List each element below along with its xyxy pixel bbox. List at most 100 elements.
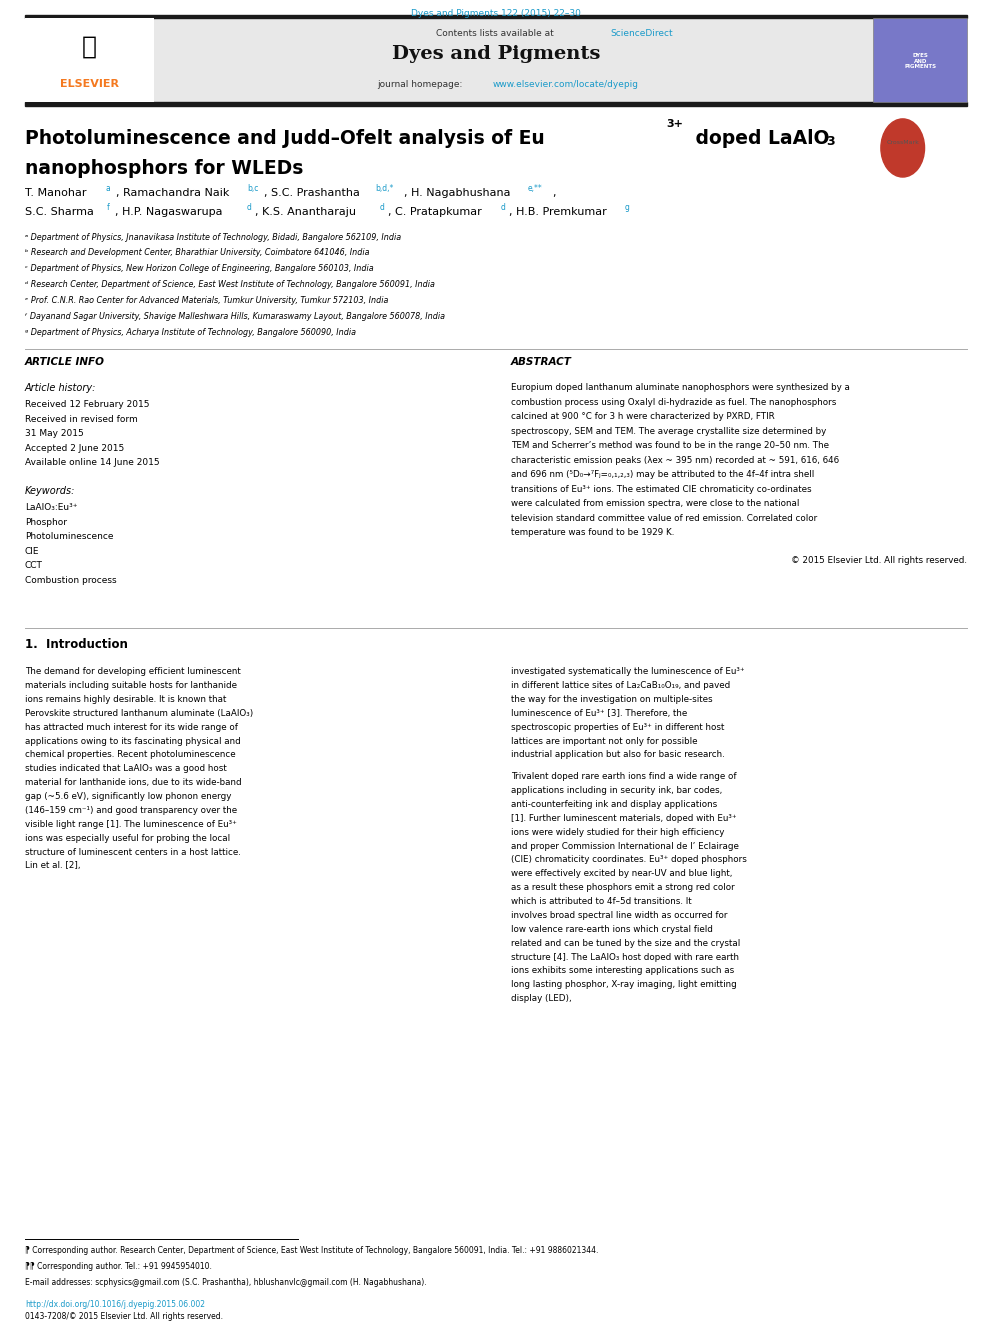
Text: , H.B. Premkumar: , H.B. Premkumar	[509, 208, 607, 217]
Text: were calculated from emission spectra, were close to the national: were calculated from emission spectra, w…	[511, 499, 800, 508]
Text: long lasting phosphor, X-ray imaging, light emitting: long lasting phosphor, X-ray imaging, li…	[511, 980, 737, 990]
Text: spectroscopy, SEM and TEM. The average crystallite size determined by: spectroscopy, SEM and TEM. The average c…	[511, 427, 826, 435]
Text: ions exhibits some interesting applications such as: ions exhibits some interesting applicati…	[511, 966, 734, 975]
Text: as a result these phosphors emit a strong red color: as a result these phosphors emit a stron…	[511, 884, 735, 892]
Text: Trivalent doped rare earth ions find a wide range of: Trivalent doped rare earth ions find a w…	[511, 773, 736, 781]
Text: f: f	[107, 204, 110, 213]
Text: visible light range [1]. The luminescence of Eu³⁺: visible light range [1]. The luminescenc…	[25, 820, 237, 828]
Text: E-mail addresses: scphysics@gmail.com (S.C. Prashantha), hblushanvlc@gmail.com (: E-mail addresses: scphysics@gmail.com (S…	[25, 1278, 427, 1286]
Text: Accepted 2 June 2015: Accepted 2 June 2015	[25, 445, 124, 452]
Text: Contents lists available at: Contents lists available at	[435, 29, 557, 38]
Text: Combustion process: Combustion process	[25, 576, 116, 585]
Text: , S.C. Prashantha: , S.C. Prashantha	[264, 188, 363, 197]
Text: b,d,*: b,d,*	[375, 184, 394, 193]
Text: characteristic emission peaks (λex ~ 395 nm) recorded at ~ 591, 616, 646: characteristic emission peaks (λex ~ 395…	[511, 456, 839, 464]
Text: CIE: CIE	[25, 546, 40, 556]
Text: , H.P. Nagaswarupa: , H.P. Nagaswarupa	[115, 208, 226, 217]
FancyBboxPatch shape	[25, 19, 154, 102]
Text: and proper Commission International de l’ Eclairage: and proper Commission International de l…	[511, 841, 739, 851]
Text: Dyes and Pigments: Dyes and Pigments	[392, 45, 600, 64]
Text: ABSTRACT: ABSTRACT	[511, 357, 571, 366]
Text: ScienceDirect: ScienceDirect	[610, 29, 673, 38]
Text: ions remains highly desirable. It is known that: ions remains highly desirable. It is kno…	[25, 695, 226, 704]
Text: , C. Pratapkumar: , C. Pratapkumar	[388, 208, 485, 217]
Text: applications owing to its fascinating physical and: applications owing to its fascinating ph…	[25, 737, 240, 746]
Text: journal homepage:: journal homepage:	[377, 79, 465, 89]
Bar	[25, 102, 967, 106]
Text: Keywords:: Keywords:	[25, 486, 75, 496]
Text: 3: 3	[826, 135, 835, 148]
Text: calcined at 900 °C for 3 h were characterized by PXRD, FTIR: calcined at 900 °C for 3 h were characte…	[511, 413, 775, 421]
Text: gap (~5.6 eV), significantly low phonon energy: gap (~5.6 eV), significantly low phonon …	[25, 792, 231, 800]
Text: Photoluminescence: Photoluminescence	[25, 532, 113, 541]
Text: d: d	[501, 204, 506, 213]
Bar	[25, 15, 967, 19]
Text: material for lanthanide ions, due to its wide-band: material for lanthanide ions, due to its…	[25, 778, 241, 787]
Text: ions was especially useful for probing the local: ions was especially useful for probing t…	[25, 833, 230, 843]
Text: , K.S. Anantharaju: , K.S. Anantharaju	[255, 208, 359, 217]
Text: www.elsevier.com/locate/dyepig: www.elsevier.com/locate/dyepig	[493, 79, 639, 89]
Text: anti-counterfeiting ink and display applications: anti-counterfeiting ink and display appl…	[511, 800, 717, 808]
Text: nanophosphors for WLEDs: nanophosphors for WLEDs	[25, 159, 304, 177]
Text: transitions of Eu³⁺ ions. The estimated CIE chromaticity co-ordinates: transitions of Eu³⁺ ions. The estimated …	[511, 484, 811, 493]
Text: which is attributed to 4f–5d transitions. It: which is attributed to 4f–5d transitions…	[511, 897, 691, 906]
Text: in different lattice sites of La₂CaB₁₀O₁₉, and paved: in different lattice sites of La₂CaB₁₀O₁…	[511, 681, 730, 691]
Text: structure [4]. The LaAlO₃ host doped with rare earth: structure [4]. The LaAlO₃ host doped wit…	[511, 953, 739, 962]
Text: Perovskite structured lanthanum aluminate (LaAlO₃): Perovskite structured lanthanum aluminat…	[25, 709, 253, 718]
Text: , H. Nagabhushana: , H. Nagabhushana	[404, 188, 514, 197]
Text: © 2015 Elsevier Ltd. All rights reserved.: © 2015 Elsevier Ltd. All rights reserved…	[792, 556, 967, 565]
Text: 31 May 2015: 31 May 2015	[25, 430, 83, 438]
Text: applications including in security ink, bar codes,: applications including in security ink, …	[511, 786, 722, 795]
Text: television standard committee value of red emission. Correlated color: television standard committee value of r…	[511, 513, 817, 523]
Text: Europium doped lanthanum aluminate nanophosphors were synthesized by a: Europium doped lanthanum aluminate nanop…	[511, 384, 850, 392]
Text: ,: ,	[553, 188, 557, 197]
Text: a: a	[105, 184, 110, 193]
Text: LaAlO₃:Eu³⁺: LaAlO₃:Eu³⁺	[25, 503, 77, 512]
Text: ᶠ Dayanand Sagar University, Shavige Malleshwara Hills, Kumaraswamy Layout, Bang: ᶠ Dayanand Sagar University, Shavige Mal…	[25, 312, 444, 320]
Text: Lin et al. [2],: Lin et al. [2],	[25, 861, 80, 871]
Text: Received in revised form: Received in revised form	[25, 415, 138, 423]
Text: luminescence of Eu³⁺ [3]. Therefore, the: luminescence of Eu³⁺ [3]. Therefore, the	[511, 709, 687, 718]
FancyBboxPatch shape	[25, 19, 967, 102]
Text: studies indicated that LaAlO₃ was a good host: studies indicated that LaAlO₃ was a good…	[25, 765, 226, 773]
Text: g: g	[625, 204, 630, 213]
Text: ᵈ Research Center, Department of Science, East West Institute of Technology, Ban: ᵈ Research Center, Department of Science…	[25, 280, 434, 290]
Text: (CIE) chromaticity coordinates. Eu³⁺ doped phosphors: (CIE) chromaticity coordinates. Eu³⁺ dop…	[511, 856, 747, 864]
Text: chemical properties. Recent photoluminescence: chemical properties. Recent photolumines…	[25, 750, 235, 759]
Text: ᵉ Prof. C.N.R. Rao Center for Advanced Materials, Tumkur University, Tumkur 5721: ᵉ Prof. C.N.R. Rao Center for Advanced M…	[25, 296, 388, 304]
Text: The demand for developing efficient luminescent: The demand for developing efficient lumi…	[25, 667, 240, 676]
Text: Phosphor: Phosphor	[25, 517, 66, 527]
Text: related and can be tuned by the size and the crystal: related and can be tuned by the size and…	[511, 938, 740, 947]
Text: lattices are important not only for possible: lattices are important not only for poss…	[511, 737, 697, 746]
Text: e,**: e,**	[528, 184, 543, 193]
Text: DYES
AND
PIGMENTS: DYES AND PIGMENTS	[905, 53, 936, 69]
Text: industrial application but also for basic research.: industrial application but also for basi…	[511, 750, 724, 759]
Text: Photoluminescence and Judd–Ofelt analysis of Eu: Photoluminescence and Judd–Ofelt analysi…	[25, 130, 545, 148]
Text: ᵃ Department of Physics, Jnanavikasa Institute of Technology, Bidadi, Bangalore : ᵃ Department of Physics, Jnanavikasa Ins…	[25, 233, 401, 242]
Text: [1]. Further luminescent materials, doped with Eu³⁺: [1]. Further luminescent materials, dope…	[511, 814, 736, 823]
Text: and 696 nm (⁵D₀→⁷Fⱼ=₀,₁,₂,₃) may be attributed to the 4f–4f intra shell: and 696 nm (⁵D₀→⁷Fⱼ=₀,₁,₂,₃) may be attr…	[511, 470, 814, 479]
Text: ions were widely studied for their high efficiency: ions were widely studied for their high …	[511, 828, 724, 836]
Text: doped LaAlO: doped LaAlO	[689, 130, 830, 148]
Text: investigated systematically the luminescence of Eu³⁺: investigated systematically the luminesc…	[511, 667, 745, 676]
Text: ᵍ Department of Physics, Acharya Institute of Technology, Bangalore 560090, Indi: ᵍ Department of Physics, Acharya Institu…	[25, 328, 356, 336]
Text: b,c: b,c	[247, 184, 258, 193]
Text: display (LED),: display (LED),	[511, 994, 571, 1003]
Text: has attracted much interest for its wide range of: has attracted much interest for its wide…	[25, 722, 238, 732]
Text: ᶜ Department of Physics, New Horizon College of Engineering, Bangalore 560103, I: ᶜ Department of Physics, New Horizon Col…	[25, 265, 373, 274]
Text: , Ramachandra Naik: , Ramachandra Naik	[116, 188, 233, 197]
Text: materials including suitable hosts for lanthanide: materials including suitable hosts for l…	[25, 681, 237, 691]
Text: CCT: CCT	[25, 561, 43, 570]
Text: Article history:: Article history:	[25, 384, 96, 393]
Text: 🌳: 🌳	[81, 34, 97, 58]
Text: Available online 14 June 2015: Available online 14 June 2015	[25, 459, 160, 467]
Text: d: d	[247, 204, 252, 213]
Text: 1.  Introduction: 1. Introduction	[25, 638, 128, 651]
Text: ⁋ Corresponding author. Research Center, Department of Science, East West Instit: ⁋ Corresponding author. Research Center,…	[25, 1246, 598, 1254]
Text: 0143-7208/© 2015 Elsevier Ltd. All rights reserved.: 0143-7208/© 2015 Elsevier Ltd. All right…	[25, 1312, 223, 1320]
Text: were effectively excited by near-UV and blue light,: were effectively excited by near-UV and …	[511, 869, 732, 878]
Text: d: d	[380, 204, 385, 213]
Text: temperature was found to be 1929 K.: temperature was found to be 1929 K.	[511, 528, 675, 537]
Text: Received 12 February 2015: Received 12 February 2015	[25, 401, 150, 409]
Text: ⁋⁋ Corresponding author. Tel.: +91 9945954010.: ⁋⁋ Corresponding author. Tel.: +91 99459…	[25, 1262, 211, 1270]
